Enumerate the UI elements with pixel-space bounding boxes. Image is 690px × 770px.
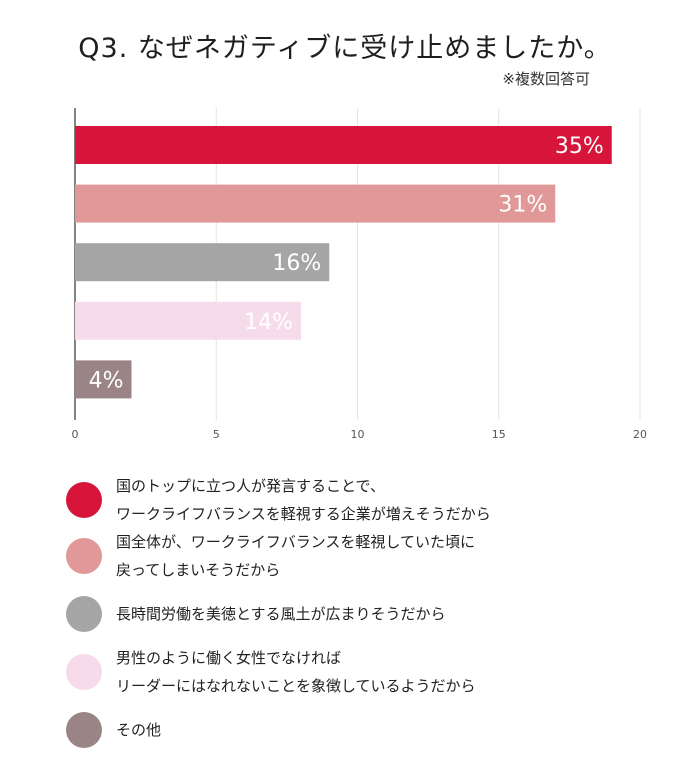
legend-swatch [66, 654, 102, 690]
x-tick-label: 20 [633, 428, 647, 441]
bar-chart: 35% 31% 16% 14% 4% 0 5 10 15 20 [72, 108, 648, 441]
bar-value-label: 16% [272, 251, 321, 276]
legend-label: 国全体が、ワークライフバランスを軽視していた頃に [116, 533, 475, 551]
bar [75, 301, 301, 340]
legend-item: 国のトップに立つ人が発言することで、ワークライフバランスを軽視する企業が増えそう… [66, 477, 666, 523]
multiple-answer-note: ※複数回答可 [502, 70, 590, 88]
legend-label: ワークライフバランスを軽視する企業が増えそうだから [116, 505, 491, 523]
legend-swatch [66, 596, 102, 632]
legend-label: 戻ってしまいそうだから [116, 561, 281, 579]
bars [75, 126, 612, 399]
legend-swatch [66, 712, 102, 748]
bar-value-label: 4% [89, 368, 124, 393]
legend-label: 男性のように働く女性でなければ [116, 649, 342, 667]
legend-swatch [66, 538, 102, 574]
data-labels: 35% 31% 16% 14% 4% [89, 134, 604, 393]
x-tick-label: 0 [72, 428, 79, 441]
legend-swatch [66, 482, 102, 518]
legend-item: 男性のように働く女性でなければリーダーにはなれないことを象徴しているようだから [66, 649, 666, 695]
bar-value-label: 31% [498, 193, 547, 218]
bar [75, 184, 556, 223]
legend-item: その他 [66, 710, 666, 750]
x-tick-label: 5 [213, 428, 220, 441]
bar [75, 360, 132, 399]
legend-label: 長時間労働を美徳とする風土が広まりそうだから [116, 605, 446, 623]
x-tick-label: 10 [351, 428, 365, 441]
bar-value-label: 35% [555, 134, 604, 159]
bar [75, 126, 612, 164]
legend-item: 長時間労働を美徳とする風土が広まりそうだから [66, 594, 666, 634]
bar-value-label: 14% [244, 310, 293, 335]
chart-title: Q3. なぜネガティブに受け止めましたか。 [78, 33, 612, 64]
legend-label: 国のトップに立つ人が発言することで、 [116, 477, 385, 495]
bar [75, 243, 330, 282]
legend-item: 国全体が、ワークライフバランスを軽視していた頃に 戻ってしまいそうだから [66, 533, 666, 579]
legend-label: その他 [116, 721, 162, 739]
x-axis-ticks: 0 5 10 15 20 [72, 428, 648, 441]
legend-label: リーダーにはなれないことを象徴しているようだから [116, 677, 476, 695]
x-tick-label: 15 [492, 428, 506, 441]
